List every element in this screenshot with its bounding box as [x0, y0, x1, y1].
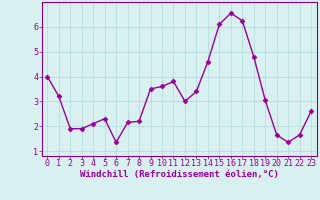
X-axis label: Windchill (Refroidissement éolien,°C): Windchill (Refroidissement éolien,°C) [80, 170, 279, 179]
